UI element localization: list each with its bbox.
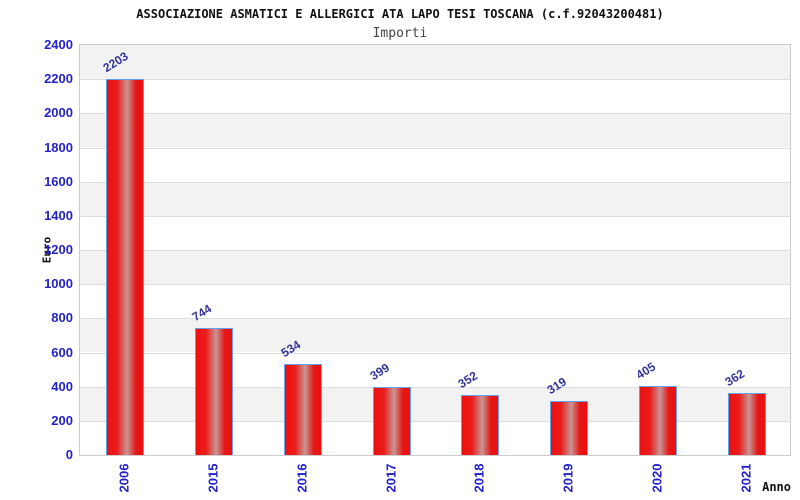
x-tick-label: 2017 <box>383 463 399 493</box>
y-tick-label: 1600 <box>44 173 73 189</box>
x-tick-label: 2020 <box>649 463 665 493</box>
bar-2017 <box>372 386 411 455</box>
gridline <box>80 386 790 388</box>
gridline <box>80 352 790 354</box>
grid-band <box>80 352 790 387</box>
y-tick-label: 0 <box>65 447 73 462</box>
bar-2019 <box>550 400 589 455</box>
gridline <box>80 147 790 149</box>
gridline <box>80 420 790 422</box>
grid-band <box>80 147 790 182</box>
y-tick-label: 1200 <box>44 242 73 257</box>
y-tick-label: 2400 <box>44 37 73 52</box>
gridline <box>80 318 790 320</box>
gridline <box>80 284 790 286</box>
y-tick-label: 2200 <box>44 71 73 87</box>
grid-band <box>80 318 790 353</box>
y-tick-label: 200 <box>51 412 73 428</box>
x-tick-label: 2021 <box>738 463 754 493</box>
y-tick-label: 800 <box>51 310 73 326</box>
grid-band <box>80 181 790 216</box>
bar-2020 <box>638 385 677 455</box>
plot-area <box>79 44 791 456</box>
bar-2021 <box>727 393 766 455</box>
bar-2018 <box>461 394 500 455</box>
grid-band <box>80 386 790 421</box>
grid-band <box>80 45 790 80</box>
gridline <box>80 79 790 81</box>
y-tick-label: 1000 <box>44 276 73 292</box>
grid-band <box>80 215 790 250</box>
gridline <box>80 250 790 251</box>
gridline <box>80 181 790 183</box>
bar-2015 <box>195 327 234 455</box>
x-tick-label: 2019 <box>560 463 576 493</box>
y-tick-label: 2000 <box>44 105 73 121</box>
gridline <box>80 215 790 217</box>
y-tick-label: 600 <box>51 344 73 360</box>
bar-2016 <box>283 363 322 455</box>
y-tick-label: 400 <box>51 378 73 394</box>
grid-band <box>80 79 790 114</box>
chart-title: ASSOCIAZIONE ASMATICI E ALLERGICI ATA LA… <box>136 7 664 21</box>
grid-band <box>80 420 790 455</box>
x-tick-label: 2006 <box>116 463 132 493</box>
y-tick-label: 1800 <box>44 139 73 155</box>
y-tick-label: 1400 <box>44 207 73 223</box>
x-tick-label: 2016 <box>294 463 310 493</box>
bar-2006 <box>106 78 145 455</box>
chart-subtitle: Importi <box>372 26 428 41</box>
grid-band <box>80 250 790 285</box>
grid-band <box>80 284 790 319</box>
x-tick-label: 2018 <box>471 463 487 493</box>
x-axis-title: Anno <box>762 480 791 494</box>
gridline <box>80 113 790 115</box>
x-tick-label: 2015 <box>205 463 221 493</box>
grid-band <box>80 113 790 148</box>
